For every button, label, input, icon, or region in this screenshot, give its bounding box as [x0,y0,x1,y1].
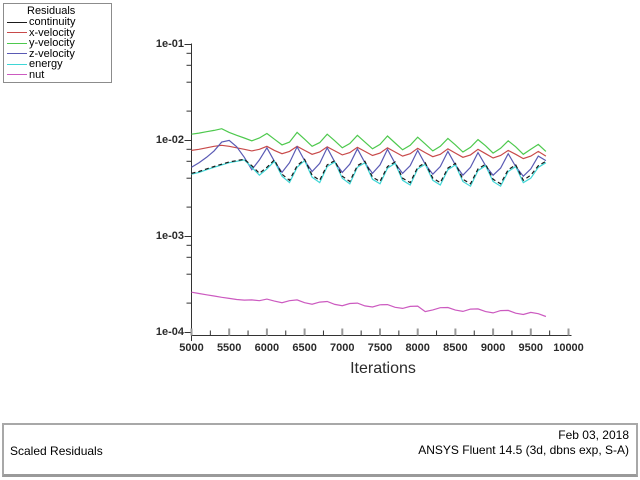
caption-meta: Feb 03, 2018 ANSYS Fluent 14.5 (3d, dbns… [418,428,629,458]
legend-title: Residuals [27,5,76,17]
residual-curve-energy [191,159,547,188]
legend-item-label: energy [29,58,63,71]
caption-bar: Scaled Residuals Feb 03, 2018 ANSYS Flue… [2,423,638,477]
x-tick-label: 10000 [553,342,584,354]
caption-date: Feb 03, 2018 [558,428,629,442]
y-tick-label: 1e-02 [155,134,184,146]
legend-item-label: z-velocity [29,47,75,60]
x-tick-label: 9500 [518,342,544,354]
legend-line-sample-icon [7,53,27,55]
caption-title: Scaled Residuals [10,444,103,458]
legend-item-label: y-velocity [29,37,75,50]
legend-line-sample-icon [7,32,27,34]
y-tick-label: 1e-03 [155,230,184,242]
x-tick-label: 7000 [330,342,355,354]
x-tick-label: 6000 [254,342,280,354]
legend-line-sample-icon [7,74,27,76]
x-tick-label: 5000 [179,342,204,354]
legend-item-continuity: continuity [7,17,111,28]
legend-item-z-velocity: z-velocity [7,47,111,60]
legend-line-sample-icon [7,42,27,44]
caption-solver-info: ANSYS Fluent 14.5 (3d, dbns exp, S-A) [418,443,629,457]
x-tick-label: 6500 [292,342,317,354]
legend-item-label: x-velocity [29,26,75,39]
legend-line-sample-icon [7,21,27,23]
legend-line-sample-icon [7,63,27,65]
residual-curve-continuity [191,158,547,185]
legend-item-x-velocity: x-velocity [7,26,111,39]
residual-curve-nut [191,291,547,318]
x-axis-title: Iterations [350,360,416,377]
x-tick-label: 9000 [480,342,506,354]
plot-legend: Residuals continuity x-velocity y-velocity… [3,3,112,83]
x-tick-label: 7500 [367,342,393,354]
x-tick-label: 8500 [443,342,468,354]
residual-curve-y-velocity [191,128,547,156]
legend-item-y-velocity: y-velocity [7,38,111,49]
y-tick-label: 1e-04 [155,326,184,338]
y-tick-label: 1e-01 [155,38,184,50]
x-tick-label: 5500 [216,342,242,354]
x-tick-label: 8000 [405,342,430,354]
legend-item-label: continuity [29,16,76,29]
legend-item-label: nut [29,68,45,81]
legend-item-energy: energy [7,59,111,70]
residual-curve-x-velocity [191,144,547,160]
legend-item-nut: nut [7,68,111,81]
